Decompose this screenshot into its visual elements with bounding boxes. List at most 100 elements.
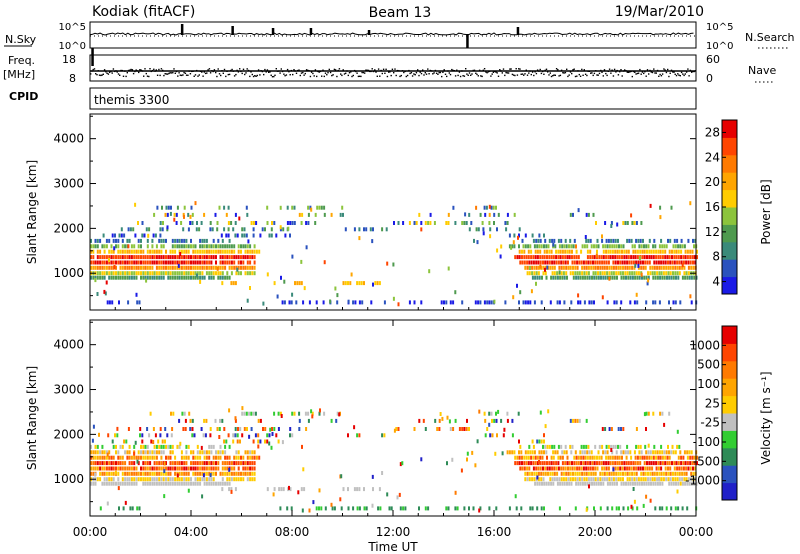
range-cell xyxy=(142,255,145,260)
range-cell xyxy=(622,265,624,270)
range-cell xyxy=(334,286,337,291)
range-cell xyxy=(115,450,117,455)
range-cell xyxy=(516,461,519,466)
range-cell xyxy=(585,265,588,270)
nave-point xyxy=(687,68,689,70)
nave-point xyxy=(571,72,573,75)
range-cell xyxy=(201,260,204,265)
range-cell xyxy=(92,260,95,265)
range-cell xyxy=(338,412,341,417)
range-cell xyxy=(246,249,249,254)
nave-point xyxy=(689,69,692,72)
nave-point xyxy=(480,75,482,77)
range-cell xyxy=(563,450,566,455)
range-cell xyxy=(483,300,486,305)
range-cell xyxy=(690,450,693,455)
nave-point xyxy=(648,73,650,75)
range-cell xyxy=(449,427,452,431)
range-cell xyxy=(546,249,548,254)
range-cell xyxy=(527,300,530,305)
nave-point xyxy=(371,68,373,70)
range-cell xyxy=(393,428,396,433)
range-cell xyxy=(130,271,133,276)
range-cell xyxy=(608,271,611,276)
range-cell xyxy=(208,244,211,249)
range-cell xyxy=(165,466,167,471)
range-cell xyxy=(635,238,638,243)
range-cell xyxy=(237,255,240,260)
nave-point xyxy=(329,71,332,74)
range-cell xyxy=(660,271,663,276)
range-cell xyxy=(149,471,152,476)
nave-point xyxy=(529,70,531,72)
range-cell xyxy=(182,427,185,431)
range-cell xyxy=(251,271,254,276)
range-cell xyxy=(548,260,551,265)
range-cell xyxy=(665,506,668,511)
range-cell xyxy=(194,255,197,260)
range-cell xyxy=(117,255,120,260)
range-cell xyxy=(253,466,256,471)
range-cell xyxy=(216,221,219,225)
range-cell xyxy=(160,471,163,476)
range-cell xyxy=(511,450,514,455)
range-cell xyxy=(135,255,138,260)
range-cell xyxy=(589,238,592,243)
range-cell xyxy=(577,461,580,466)
range-cell xyxy=(130,481,133,486)
range-cell xyxy=(174,455,177,460)
range-cell xyxy=(114,470,117,475)
range-cell xyxy=(234,233,237,238)
range-cell xyxy=(647,477,649,482)
range-cell xyxy=(683,477,686,482)
range-cell xyxy=(184,418,187,423)
range-cell xyxy=(628,271,631,276)
range-cell xyxy=(175,221,178,225)
range-cell xyxy=(199,244,202,249)
range-cell xyxy=(518,233,520,238)
range-cell xyxy=(230,260,233,265)
range-cell xyxy=(675,275,677,280)
range-cell xyxy=(642,466,644,471)
range-cell xyxy=(311,414,314,419)
range-cell xyxy=(203,265,206,270)
range-cell xyxy=(488,204,491,209)
range-cell xyxy=(203,244,206,249)
range-cell xyxy=(626,444,629,449)
range-cell xyxy=(567,260,569,265)
range-cell xyxy=(693,244,695,249)
range-cell xyxy=(290,506,293,511)
range-cell xyxy=(92,275,95,280)
colorbar-swatch xyxy=(722,154,737,173)
range-cell xyxy=(240,255,242,260)
range-cell xyxy=(115,444,117,449)
range-cell xyxy=(434,418,437,423)
nave-point xyxy=(237,71,240,73)
range-cell xyxy=(174,275,177,280)
nave-point xyxy=(482,69,484,71)
colorbar-frame xyxy=(721,325,738,501)
range-cell xyxy=(201,249,204,254)
range-cell xyxy=(659,249,662,254)
range-cell xyxy=(680,255,683,260)
range-cell xyxy=(183,477,186,482)
range-cell xyxy=(176,466,179,471)
range-cell xyxy=(660,444,663,449)
range-cell xyxy=(593,461,596,466)
range-cell xyxy=(108,275,111,280)
range-cell xyxy=(539,238,542,243)
range-cell xyxy=(611,455,614,460)
range-cell xyxy=(607,466,610,471)
range-cell xyxy=(242,461,245,466)
range-cell xyxy=(543,433,545,438)
range-cell xyxy=(663,244,666,249)
range-cell xyxy=(234,487,237,492)
range-cell xyxy=(187,255,190,260)
range-cell xyxy=(266,433,269,438)
range-cell xyxy=(655,461,658,466)
range-cell xyxy=(356,433,359,438)
range-cell xyxy=(200,427,203,431)
range-cell xyxy=(648,249,651,254)
nave-point xyxy=(350,71,352,73)
nave-point xyxy=(511,73,514,76)
